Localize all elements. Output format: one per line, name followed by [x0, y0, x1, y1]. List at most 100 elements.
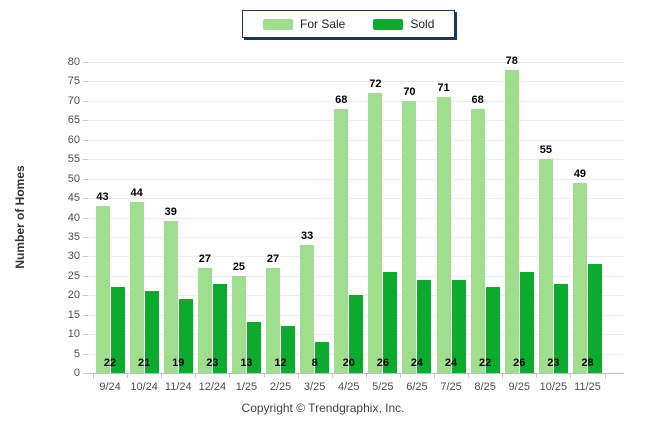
x-axis-tick: [399, 374, 401, 378]
x-axis-tick: [127, 374, 129, 378]
gridline: [88, 140, 624, 141]
y-axis-tick: [83, 373, 88, 374]
gridline: [88, 101, 624, 102]
legend-label-sold: Sold: [410, 17, 435, 31]
y-axis-tick: [83, 159, 88, 160]
x-axis-tick: [297, 374, 299, 378]
bar-sold: [178, 299, 193, 373]
bar-for-sale: [572, 183, 587, 373]
bar-for-sale: [368, 93, 383, 373]
for-sale-value-label: 49: [573, 168, 587, 180]
gridline: [88, 237, 624, 238]
bar-for-sale: [163, 221, 178, 373]
for-sale-value-label: 68: [335, 94, 348, 106]
y-axis-label: 40: [67, 212, 80, 224]
y-axis-label: 75: [67, 75, 80, 87]
bar-sold: [212, 284, 227, 373]
sold-value-label: 20: [342, 357, 355, 369]
y-axis-tick: [83, 179, 88, 180]
y-axis-label: 35: [67, 231, 80, 243]
x-axis-label: 12/24: [198, 381, 227, 393]
y-axis-label: 80: [67, 56, 80, 68]
y-axis-label: 30: [67, 250, 80, 262]
bar-for-sale: [436, 97, 451, 373]
chart-legend: For Sale Sold: [242, 10, 456, 38]
gridline: [88, 159, 624, 160]
x-axis-label: 3/25: [303, 381, 326, 393]
legend-label-for-sale: For Sale: [300, 17, 346, 31]
x-axis-tick: [161, 374, 163, 378]
y-axis-tick: [83, 354, 88, 355]
y-axis-label: 0: [73, 367, 80, 379]
x-axis-label: 7/25: [440, 381, 462, 393]
for-sale-value-label: 27: [266, 253, 280, 265]
y-axis-tick: [83, 276, 88, 277]
bar-sold: [417, 280, 432, 373]
sold-value-label: 26: [513, 357, 526, 369]
bar-for-sale: [95, 206, 110, 373]
sold-value-label: 22: [479, 357, 492, 369]
x-axis-tick: [502, 374, 504, 378]
y-axis-label: 70: [67, 95, 80, 107]
bar-sold: [281, 326, 296, 373]
gridline: [88, 120, 624, 121]
x-axis-tick: [229, 374, 231, 378]
x-axis-tick: [93, 374, 94, 378]
for-sale-swatch-icon: [263, 18, 293, 30]
gridline: [88, 198, 624, 199]
x-axis-tick: [365, 374, 367, 378]
y-axis-tick: [83, 101, 88, 102]
bar-for-sale: [129, 202, 144, 373]
y-axis-label: 15: [67, 309, 80, 321]
y-axis-label: 65: [67, 114, 80, 126]
x-axis-tick: [570, 374, 572, 378]
y-axis-tick: [83, 334, 88, 335]
bar-for-sale: [197, 268, 212, 373]
legend-item-sold: Sold: [373, 17, 434, 31]
sold-value-label: 24: [410, 357, 424, 369]
y-axis-tick: [83, 295, 88, 296]
x-axis-label: 9/25: [508, 381, 530, 393]
gridline: [88, 256, 624, 257]
for-sale-value-label: 70: [403, 86, 416, 98]
y-axis-title: Number of Homes: [13, 165, 27, 269]
sold-value-label: 26: [376, 357, 389, 369]
y-axis-tick: [83, 315, 88, 316]
bar-for-sale: [538, 159, 553, 373]
bar-for-sale: [504, 70, 519, 373]
for-sale-value-label: 43: [96, 191, 109, 203]
x-axis-tick: [195, 374, 197, 378]
bar-sold: [451, 280, 466, 373]
sold-swatch-icon: [373, 18, 404, 30]
bar-sold: [383, 272, 398, 373]
bar-sold: [349, 295, 364, 373]
gridline: [88, 218, 624, 219]
bar-sold: [246, 322, 261, 373]
for-sale-value-label: 27: [198, 253, 211, 265]
y-axis-label: 20: [67, 289, 80, 301]
x-axis-label: 6/25: [406, 381, 428, 393]
y-axis-label: 10: [67, 328, 80, 340]
x-axis-label: 10/24: [130, 381, 158, 393]
y-axis-tick: [83, 237, 88, 238]
x-axis-tick: [604, 374, 606, 378]
y-axis-tick: [83, 198, 88, 199]
x-axis-tick: [536, 374, 538, 378]
bar-sold: [315, 342, 330, 373]
bar-for-sale: [231, 276, 246, 373]
gridline: [88, 276, 624, 277]
bar-sold: [519, 272, 534, 373]
sold-value-label: 24: [444, 357, 458, 369]
x-axis-label: 11/25: [574, 381, 601, 393]
bar-for-sale: [402, 101, 417, 373]
bar-for-sale: [470, 109, 485, 373]
gridline: [88, 81, 624, 82]
for-sale-value-label: 71: [437, 82, 450, 94]
x-axis-label: 5/25: [372, 381, 394, 393]
bar-sold: [485, 287, 500, 373]
y-axis-label: 25: [67, 270, 80, 282]
gridline: [88, 62, 624, 63]
bar-sold: [144, 291, 159, 373]
y-axis-label: 55: [67, 153, 80, 165]
